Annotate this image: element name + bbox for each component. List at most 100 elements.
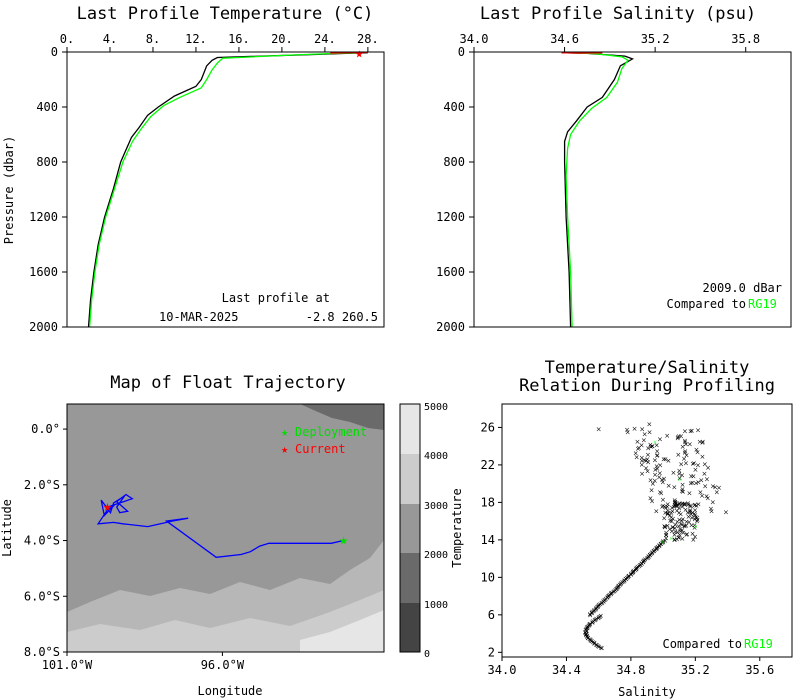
ts-point: × bbox=[650, 480, 656, 488]
ts-point: × bbox=[663, 534, 669, 542]
ts-point: × bbox=[671, 536, 677, 544]
y-tick-label: 1200 bbox=[29, 210, 58, 224]
ts-point: × bbox=[590, 618, 596, 626]
ts-point: × bbox=[676, 509, 682, 517]
ts-point: × bbox=[679, 535, 685, 543]
ts-point: × bbox=[652, 471, 658, 479]
ts-point: × bbox=[584, 624, 590, 632]
y-tick-label: 6.0°S bbox=[24, 589, 60, 603]
ts-point: × bbox=[670, 523, 676, 531]
ts-point: × bbox=[705, 464, 711, 472]
ts-point: × bbox=[597, 613, 603, 621]
ts-point: × bbox=[693, 480, 699, 488]
temperature-plot-frame bbox=[66, 51, 385, 328]
ts-point: × bbox=[644, 455, 650, 463]
ts-point: × bbox=[632, 566, 638, 574]
ts-point: × bbox=[587, 611, 593, 619]
ts-point: × bbox=[679, 500, 685, 508]
ts-point: × bbox=[685, 500, 691, 508]
ts-point: × bbox=[634, 564, 640, 572]
ts-point: × bbox=[589, 638, 595, 646]
ts-point: × bbox=[639, 559, 645, 567]
y-tick-label: 0.0° bbox=[31, 422, 60, 436]
ts-point: × bbox=[592, 616, 598, 624]
ts-point: × bbox=[676, 534, 682, 542]
ts-point: × bbox=[669, 517, 675, 525]
ts-point: × bbox=[671, 503, 677, 511]
ts-point: × bbox=[684, 531, 690, 539]
x-tick-label: 34.4 bbox=[552, 663, 581, 677]
ts-point: × bbox=[665, 507, 671, 515]
ts-point: × bbox=[670, 524, 676, 532]
ts-point: × bbox=[665, 510, 671, 518]
ts-point: × bbox=[710, 482, 716, 490]
ts-point: × bbox=[635, 563, 641, 571]
ts-point: × bbox=[593, 606, 599, 614]
ts-point: × bbox=[684, 531, 690, 539]
ts-point: × bbox=[667, 525, 673, 533]
ts-point: × bbox=[655, 543, 661, 551]
ts-point: × bbox=[687, 509, 693, 517]
ts-point: × bbox=[646, 421, 652, 429]
map-frame bbox=[66, 403, 385, 653]
ts-point: × bbox=[663, 532, 669, 540]
ts-point: × bbox=[641, 557, 647, 565]
ts-point: × bbox=[683, 459, 689, 467]
y-tick-label: 800 bbox=[36, 155, 58, 169]
ts-point: × bbox=[684, 518, 690, 526]
ts-point: × bbox=[594, 604, 600, 612]
ts-point: × bbox=[613, 586, 619, 594]
ts-point: × bbox=[603, 595, 609, 603]
ts-point: × bbox=[676, 523, 682, 531]
x-tick-label: 34.6 bbox=[550, 32, 579, 46]
ts-point: × bbox=[630, 568, 636, 576]
ts-point: × bbox=[583, 631, 589, 639]
ts-point: × bbox=[660, 538, 666, 546]
ts-point: × bbox=[631, 567, 637, 575]
y-tick-label: 2000 bbox=[29, 320, 58, 334]
ts-point: × bbox=[593, 604, 599, 612]
ts-point: × bbox=[634, 454, 640, 462]
x-tick-label: 0. bbox=[60, 32, 74, 46]
ts-point: × bbox=[676, 534, 682, 542]
ts-point: × bbox=[616, 583, 622, 591]
ts-point: × bbox=[700, 438, 706, 446]
ts-point: × bbox=[602, 596, 608, 604]
ts-point: × bbox=[694, 514, 700, 522]
y-tick-label: 26 bbox=[481, 420, 495, 434]
ts-point: × bbox=[638, 561, 644, 569]
ts-point: × bbox=[623, 576, 629, 584]
ts-point: × bbox=[686, 513, 692, 521]
ts-point: × bbox=[586, 622, 592, 630]
salinity-panel: Last Profile Salinity (psu) 34.0 34.6 35.2… bbox=[436, 4, 792, 334]
ts-point: × bbox=[607, 591, 613, 599]
ts-point: × bbox=[695, 462, 701, 470]
y-tick-label: 1600 bbox=[436, 265, 465, 279]
ts-point: × bbox=[690, 460, 696, 468]
last-profile-date: 10-MAR-2025 bbox=[159, 310, 238, 324]
ts-point: × bbox=[687, 508, 693, 516]
ts-point: × bbox=[585, 624, 591, 632]
ts-point: × bbox=[617, 581, 623, 589]
ts-point: × bbox=[592, 617, 598, 625]
ts-point: × bbox=[584, 633, 590, 641]
ts-point: × bbox=[695, 426, 701, 434]
ts-point: × bbox=[657, 488, 663, 496]
ts-point: × bbox=[673, 499, 679, 507]
ts-point: × bbox=[642, 430, 648, 438]
salinity-depth-note: 2009.0 dBar bbox=[703, 281, 782, 295]
ts-point: × bbox=[692, 466, 698, 474]
ts-point: × bbox=[682, 522, 688, 530]
ts-point: × bbox=[626, 572, 632, 580]
ts-point: × bbox=[688, 472, 694, 480]
ts-point: × bbox=[584, 627, 590, 635]
ts-point: × bbox=[723, 508, 729, 516]
ts-point: × bbox=[593, 615, 599, 623]
ts-point: × bbox=[661, 475, 667, 483]
current-legend-label: Current bbox=[295, 442, 346, 456]
ts-point: × bbox=[628, 570, 634, 578]
ts-point: × bbox=[662, 523, 668, 531]
deployment-legend-label: Deployment bbox=[295, 425, 367, 439]
ts-point: × bbox=[687, 502, 693, 510]
ts-point: × bbox=[677, 500, 683, 508]
